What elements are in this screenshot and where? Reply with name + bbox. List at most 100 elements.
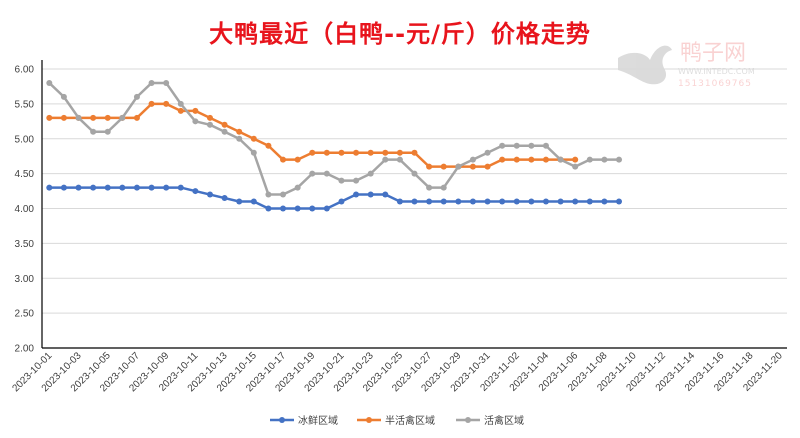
data-point — [119, 114, 126, 121]
data-point — [338, 177, 345, 184]
data-point — [367, 170, 374, 177]
data-point — [265, 142, 272, 149]
data-point — [192, 118, 199, 125]
data-point — [353, 191, 360, 198]
series-line — [49, 102, 576, 168]
data-point — [75, 114, 82, 121]
data-point — [426, 184, 433, 191]
data-point — [440, 163, 447, 170]
y-tick-label: 2.50 — [15, 309, 35, 320]
data-point — [586, 156, 593, 163]
data-point — [60, 114, 67, 121]
data-point — [177, 107, 184, 114]
data-point — [484, 163, 491, 170]
data-point — [469, 163, 476, 170]
y-tick-label: 3.50 — [15, 239, 35, 250]
data-point — [557, 156, 564, 163]
series-line — [49, 186, 620, 210]
data-point — [499, 198, 506, 205]
data-point — [46, 184, 53, 191]
data-point — [119, 184, 126, 191]
data-point — [469, 156, 476, 163]
data-point — [469, 198, 476, 205]
data-point — [90, 114, 97, 121]
data-point — [601, 156, 608, 163]
data-point — [455, 163, 462, 170]
data-point — [236, 198, 243, 205]
data-point — [411, 149, 418, 156]
data-point — [353, 149, 360, 156]
legend-item: 冰鲜区域 — [270, 414, 338, 427]
data-point — [513, 156, 520, 163]
data-point — [572, 156, 579, 163]
data-point — [367, 149, 374, 156]
data-point — [411, 170, 418, 177]
data-point — [528, 156, 535, 163]
series-2 — [46, 79, 623, 198]
data-point — [338, 149, 345, 156]
duck-logo-icon — [618, 45, 672, 85]
data-point — [90, 128, 97, 135]
data-point — [484, 149, 491, 156]
data-point — [542, 156, 549, 163]
data-point — [396, 156, 403, 163]
data-point — [323, 170, 330, 177]
data-point — [586, 198, 593, 205]
data-point — [367, 191, 374, 198]
data-point — [309, 170, 316, 177]
data-point — [148, 184, 155, 191]
data-point — [323, 149, 330, 156]
data-point — [440, 184, 447, 191]
y-tick-label: 6.00 — [15, 65, 35, 76]
data-point — [499, 156, 506, 163]
data-point — [104, 184, 111, 191]
watermark-url: WWW.INTEDC.COM — [678, 67, 755, 76]
data-point — [528, 142, 535, 149]
data-point — [294, 205, 301, 212]
data-point — [133, 93, 140, 100]
y-tick-label: 3.00 — [15, 274, 35, 285]
legend-item: 活禽区域 — [456, 414, 524, 427]
data-point — [294, 184, 301, 191]
data-point — [353, 177, 360, 184]
data-point — [411, 198, 418, 205]
data-point — [104, 114, 111, 121]
data-point — [60, 93, 67, 100]
data-point — [323, 205, 330, 212]
data-point — [572, 198, 579, 205]
y-tick-label: 4.00 — [15, 204, 35, 215]
data-point — [236, 128, 243, 135]
data-point — [572, 163, 579, 170]
y-tick-label: 5.50 — [15, 99, 35, 110]
data-point — [163, 79, 170, 86]
data-point — [528, 198, 535, 205]
legend-marker — [279, 417, 285, 423]
data-point — [382, 191, 389, 198]
legend-marker — [465, 417, 471, 423]
data-point — [309, 205, 316, 212]
data-point — [280, 205, 287, 212]
data-point — [382, 149, 389, 156]
data-point — [163, 184, 170, 191]
data-point — [294, 156, 301, 163]
data-point — [513, 198, 520, 205]
data-point — [265, 205, 272, 212]
data-point — [440, 198, 447, 205]
data-point — [148, 79, 155, 86]
data-point — [133, 114, 140, 121]
legend-label: 半活禽区域 — [385, 414, 435, 427]
data-point — [601, 198, 608, 205]
series-line — [48, 81, 620, 196]
data-point — [426, 198, 433, 205]
data-point — [206, 191, 213, 198]
data-point — [60, 184, 67, 191]
data-point — [280, 191, 287, 198]
data-point — [616, 156, 623, 163]
data-point — [616, 198, 623, 205]
data-point — [163, 100, 170, 107]
data-point — [382, 156, 389, 163]
data-point — [46, 114, 53, 121]
data-point — [426, 163, 433, 170]
data-point — [75, 184, 82, 191]
